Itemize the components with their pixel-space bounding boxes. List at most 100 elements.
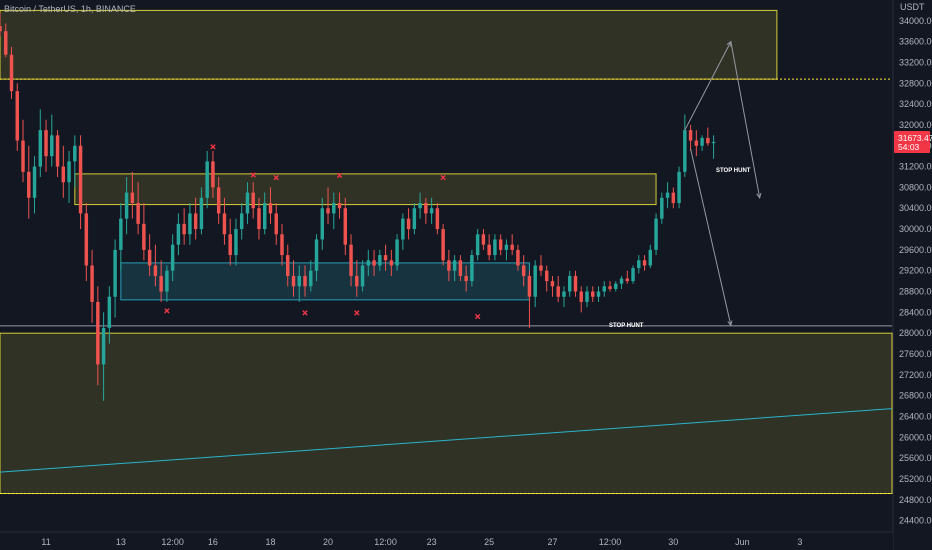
candle-body-52 <box>297 275 301 287</box>
candle-body-33 <box>188 213 192 235</box>
y-tick-label: 28400.00 <box>899 307 932 317</box>
x-tick-label: 27 <box>547 537 557 547</box>
cyan-zone-2 <box>120 262 530 301</box>
candle-body-28 <box>159 275 163 292</box>
candle-body-30 <box>170 244 175 271</box>
y-tick-label: 28000.00 <box>899 328 932 338</box>
candle-body-73 <box>418 203 422 209</box>
candle-body-71 <box>406 218 411 230</box>
y-tick-label: 32800.00 <box>899 78 932 88</box>
y-tick-label: 29200.00 <box>899 266 932 276</box>
x-tick-label: 20 <box>323 537 333 547</box>
candle-body-109 <box>625 278 630 282</box>
x-marker-stroke-b <box>273 174 279 181</box>
candle-body-98 <box>562 291 566 297</box>
x-marker-4 <box>440 174 446 181</box>
candle-body-38 <box>216 187 221 214</box>
candle-body-34 <box>193 213 198 230</box>
y-tick-label: 33600.00 <box>899 37 932 47</box>
y-tick-label: 26800.00 <box>899 391 932 401</box>
x-marker-5 <box>164 308 170 314</box>
candle-body-21 <box>119 218 123 250</box>
candle-body-124 <box>711 141 716 144</box>
x-marker-8 <box>474 313 481 320</box>
candle-body-63 <box>360 265 365 287</box>
candle-body-12 <box>67 161 71 183</box>
candle-body-87 <box>498 239 503 250</box>
candle-body-13 <box>73 145 77 162</box>
candle-body-48 <box>274 213 278 235</box>
candle-body-67 <box>383 255 388 261</box>
x-marker-stroke-b <box>474 313 481 320</box>
candle-body-110 <box>631 268 635 282</box>
x-marker-stroke-b <box>164 308 170 314</box>
y-tick-label: 24800.00 <box>899 495 932 505</box>
candle-body-6 <box>32 166 37 198</box>
projection-arrowhead-2 <box>727 320 733 327</box>
candle-body-114 <box>654 218 658 250</box>
candle-body-50 <box>286 255 290 276</box>
candle-body-91 <box>521 265 526 276</box>
time-axis[interactable] <box>0 532 893 550</box>
candle-body-55 <box>314 239 319 271</box>
candle-body-46 <box>262 203 267 230</box>
candle-body-31 <box>176 223 181 245</box>
candle-body-68 <box>389 260 394 266</box>
x-tick-label: 23 <box>427 537 437 547</box>
candle-body-77 <box>441 229 445 261</box>
projection-line-1 <box>730 41 761 198</box>
y-tick-label: 28800.00 <box>899 287 932 297</box>
candle-body-59 <box>337 203 342 209</box>
candle-body-9 <box>50 135 54 157</box>
y-tick-label: 24400.00 <box>899 516 932 526</box>
x-tick-label: 13 <box>116 537 126 547</box>
candle-body-0 <box>0 26 2 32</box>
candle-body-8 <box>44 130 48 157</box>
candle-body-47 <box>268 203 273 214</box>
markers-layer <box>164 144 481 320</box>
x-marker-7 <box>354 310 360 316</box>
x-marker-stroke-b <box>210 144 216 150</box>
candle-body-23 <box>130 192 135 204</box>
price-axis[interactable] <box>893 0 932 550</box>
candle-body-118 <box>677 171 681 204</box>
candle-body-105 <box>602 286 606 292</box>
candle-body-62 <box>355 275 359 287</box>
currency-label: USDT <box>900 2 925 12</box>
yellow-zone-3 <box>0 332 893 495</box>
candle-body-72 <box>412 208 417 230</box>
candle-body-1 <box>4 31 8 55</box>
candle-body-27 <box>153 265 158 276</box>
candle-body-96 <box>550 281 555 287</box>
projections-layer <box>684 40 762 327</box>
x-tick-label: 11 <box>41 537 50 547</box>
y-tick-label: 34000.00 <box>899 16 932 26</box>
candle-body-19 <box>107 296 112 328</box>
x-marker-stroke-b <box>336 172 343 179</box>
candle-body-70 <box>401 218 405 240</box>
candle-body-86 <box>493 239 497 256</box>
candle-body-119 <box>683 130 687 172</box>
y-tick-label: 25200.00 <box>899 474 932 484</box>
x-marker-1 <box>250 172 256 178</box>
candle-body-80 <box>458 260 463 276</box>
x-marker-0 <box>210 144 216 150</box>
candle-body-90 <box>516 249 520 266</box>
x-marker-stroke-b <box>354 310 360 316</box>
x-marker-6 <box>302 310 308 316</box>
x-marker-stroke-b <box>440 174 446 181</box>
y-tick-label: 26000.00 <box>899 432 932 442</box>
candle-body-99 <box>568 275 572 292</box>
candle-body-25 <box>142 223 146 250</box>
candle-body-103 <box>591 291 595 297</box>
candle-body-64 <box>366 260 371 266</box>
symbol-title[interactable]: Bitcoin / TetherUS, 1h, BINANCE <box>4 4 136 14</box>
trendline <box>0 408 893 473</box>
y-tick-label: 29600.00 <box>899 245 932 255</box>
candle-body-56 <box>320 208 324 240</box>
candle-body-117 <box>671 192 676 204</box>
candle-body-2 <box>9 54 14 92</box>
candle-body-43 <box>245 192 250 214</box>
